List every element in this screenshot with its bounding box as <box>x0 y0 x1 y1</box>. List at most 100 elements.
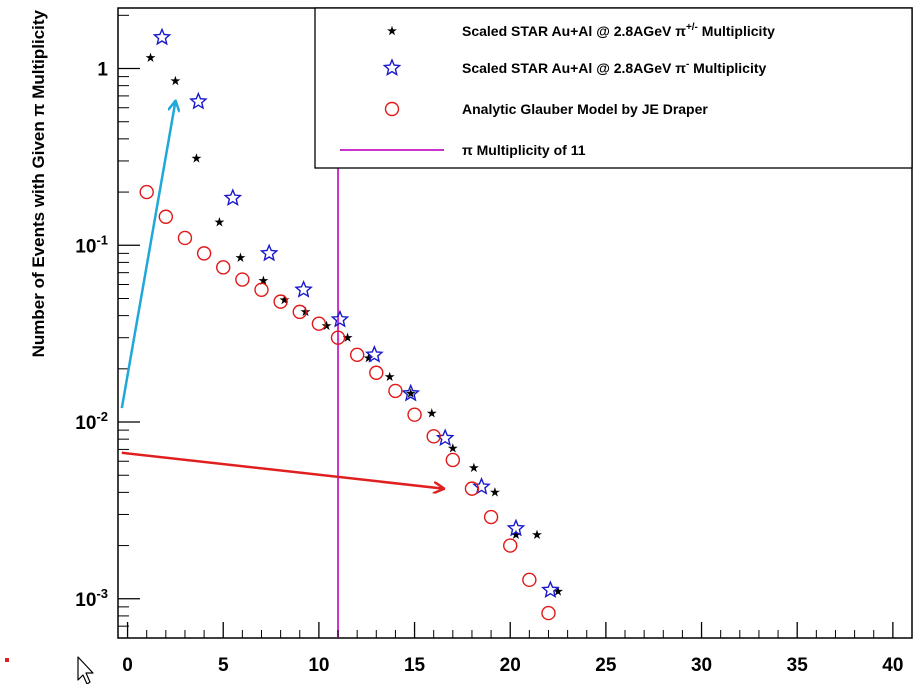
legend-red-circle-icon <box>384 101 400 117</box>
red-circle-point <box>177 230 193 246</box>
black-star-point <box>511 529 521 540</box>
red-circle-point <box>158 209 174 224</box>
black-star-point <box>214 217 225 227</box>
legend-label-sup: +/- <box>686 22 698 33</box>
y-axis-label-tail: Multiplicity <box>29 9 48 103</box>
blue-star-point <box>330 309 350 328</box>
y-tick-mantissa: 10 <box>75 236 96 257</box>
red-circle-point <box>196 246 212 261</box>
legend-entry-label: π Multiplicity of 11 <box>462 142 586 158</box>
legend-entry-label: Analytic Glauber Model by JE Draper <box>462 101 708 117</box>
x-tick-label: 20 <box>500 655 521 676</box>
blue-star-point <box>259 243 279 262</box>
black-star-point <box>447 443 458 453</box>
x-tick-label: 25 <box>595 655 617 676</box>
overlay-layer <box>5 656 94 684</box>
y-tick-label: 10-1 <box>75 232 108 257</box>
blue-star-point <box>541 580 560 599</box>
legend-blue-star-icon <box>382 58 402 76</box>
red-circle-point <box>541 605 556 621</box>
legend-layer: Scaled STAR Au+Al @ 2.8AGeV π+/- Multipl… <box>314 7 913 169</box>
data-layer <box>139 27 563 638</box>
black-star-point <box>279 294 290 305</box>
x-tick-label: 40 <box>882 655 903 676</box>
legend-entry-label: Scaled STAR Au+Al @ 2.8AGeV π+/- Multipl… <box>462 22 775 39</box>
x-tick-label: 10 <box>308 655 329 676</box>
red-circle-point <box>216 260 231 275</box>
legend-entry-label: Scaled STAR Au+Al @ 2.8AGeV π- Multiplic… <box>462 59 766 76</box>
legend-black-star-icon <box>387 25 397 36</box>
annotation-layer <box>120 102 443 489</box>
red-circle-point <box>426 429 441 444</box>
legend-box <box>314 7 913 169</box>
y-tick-exponent: -3 <box>96 586 108 601</box>
x-tick-label: 0 <box>122 655 133 676</box>
red-circle-point <box>407 407 422 422</box>
black-star-point <box>321 320 332 331</box>
blue-star-point <box>506 518 526 537</box>
black-star-point <box>405 388 416 398</box>
red-circle-point <box>522 572 537 588</box>
red-circle-point <box>273 294 288 309</box>
y-tick-mantissa: 1 <box>97 60 108 81</box>
red-circle-point <box>464 481 480 496</box>
blue-star-point <box>435 428 455 447</box>
black-star-point <box>426 408 437 418</box>
red-circle-point <box>254 282 269 297</box>
blue-star-point <box>152 27 172 46</box>
black-star-point <box>258 275 269 285</box>
x-tick-label: 5 <box>218 655 229 676</box>
black-star-point <box>170 75 181 86</box>
red-circle-point <box>445 452 461 468</box>
blue-star-point <box>294 279 313 298</box>
red-circle-point <box>311 316 327 331</box>
blue-star-point <box>365 345 384 363</box>
red-circle-point <box>349 347 365 363</box>
black-star-point <box>363 352 374 363</box>
legend-label-tail: Multiplicity <box>689 60 766 76</box>
black-star-point <box>553 586 563 596</box>
red-circle-point <box>235 272 250 287</box>
y-tick-label: 10-3 <box>75 586 108 611</box>
x-tick-label: 35 <box>787 655 809 676</box>
legend-label-main: Scaled STAR Au+Al @ 2.8AGeV π <box>462 60 686 76</box>
red-arrow <box>121 451 443 489</box>
red-circle-point <box>330 330 346 345</box>
y-axis-label: Number of Events with Given π Multiplici… <box>29 9 48 357</box>
y-axis-label-symbol: π <box>29 104 48 117</box>
blue-star-point <box>401 383 421 402</box>
legend-label-main: Analytic Glauber Model by JE Draper <box>462 101 708 117</box>
black-star-point <box>532 529 542 540</box>
legend-label-tail: Multiplicity <box>698 23 775 39</box>
red-circle-point <box>483 509 499 525</box>
blue-star-point <box>472 476 491 495</box>
black-star-point <box>489 487 500 497</box>
red-circle-point <box>292 304 307 320</box>
y-tick-mantissa: 10 <box>75 590 96 611</box>
black-star-point <box>235 252 246 262</box>
y-tick-exponent: -1 <box>96 232 108 247</box>
x-tick-label: 15 <box>404 655 426 676</box>
red-circle-point <box>369 365 384 380</box>
black-star-point <box>300 306 311 317</box>
black-star-point <box>342 332 353 342</box>
black-star-point <box>191 153 202 163</box>
x-tick-label: 30 <box>691 655 712 676</box>
legend-label-main: Scaled STAR Au+Al @ 2.8AGeV π <box>462 23 686 39</box>
legend-label-sup: - <box>686 59 689 70</box>
y-axis-label-text: Number of Events with Given <box>29 117 48 358</box>
black-star-point <box>384 371 395 382</box>
red-dot-marker <box>5 658 9 662</box>
red-circle-point <box>139 184 154 200</box>
y-tick-exponent: -2 <box>96 409 108 424</box>
blue-star-point <box>189 91 208 110</box>
black-star-point <box>145 52 156 62</box>
red-circle-point <box>388 383 403 399</box>
y-tick-label: 1 <box>97 60 108 81</box>
legend-label-main: π Multiplicity of 11 <box>462 142 586 158</box>
y-tick-label: 10-2 <box>75 409 108 434</box>
blue-arrow <box>120 102 176 409</box>
red-circle-point <box>503 538 518 553</box>
